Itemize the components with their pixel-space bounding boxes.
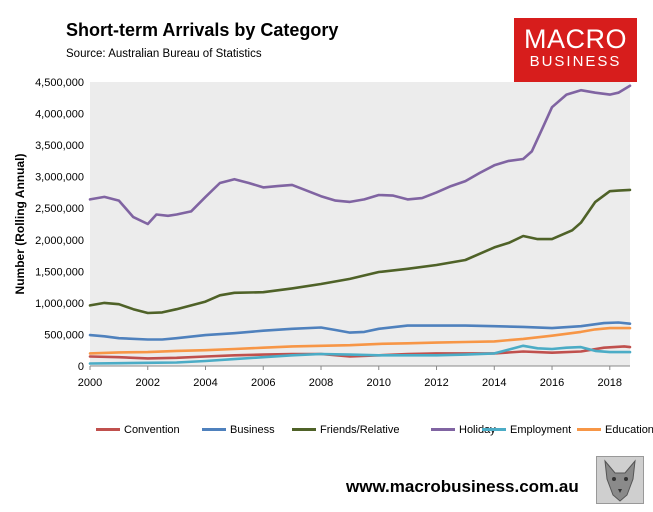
x-tick-label: 2014 [482, 377, 506, 389]
x-tick-label: 2018 [598, 377, 622, 389]
x-tick-label: 2004 [193, 377, 217, 389]
x-tick-label: 2002 [136, 377, 160, 389]
x-tick-label: 2008 [309, 377, 333, 389]
x-tick-label: 2000 [78, 377, 102, 389]
series-line-holiday [88, 84, 632, 226]
x-tick-label: 2012 [424, 377, 448, 389]
y-tick-label: 0 [78, 361, 84, 373]
wolf-icon [604, 459, 636, 502]
legend-swatch [431, 427, 455, 431]
series-line-business [88, 321, 632, 341]
website-url: www.macrobusiness.com.au [346, 477, 579, 496]
legend-swatch [482, 427, 506, 431]
y-axis-title: Number (Rolling Annual) [13, 154, 27, 295]
logo-line-business: BUSINESS [529, 53, 622, 70]
x-tick-label: 2016 [540, 377, 564, 389]
legend-item-convention: Convention [96, 424, 180, 436]
chart-title: Short-term Arrivals by Category [66, 20, 339, 40]
legend-item-friends-relative: Friends/Relative [292, 424, 399, 436]
macrobusiness-logo: MACRO BUSINESS [514, 18, 637, 82]
legend-label: Education [605, 424, 653, 436]
x-tick-label: 2006 [251, 377, 275, 389]
y-tick-label: 2,000,000 [35, 235, 84, 247]
series-line-employment [88, 344, 632, 365]
legend-item-employment: Employment [482, 424, 571, 436]
chart-source: Source: Australian Bureau of Statistics [66, 48, 262, 60]
y-tick-label: 3,000,000 [35, 172, 84, 184]
legend-label: Employment [510, 424, 572, 436]
y-tick-label: 4,500,000 [35, 77, 84, 89]
y-tick-label: 1,500,000 [35, 266, 84, 278]
y-tick-label: 2,500,000 [35, 203, 84, 215]
legend-label: Friends/Relative [320, 424, 400, 436]
logo-line-macro: MACRO [524, 24, 627, 54]
legend-swatch [96, 427, 120, 431]
wolf-logo-image [596, 456, 644, 504]
series-line-friends-relative [88, 188, 632, 315]
series-line-education [88, 326, 632, 355]
legend-label: Convention [124, 424, 180, 436]
legend-label: Business [230, 424, 275, 436]
legend-item-holiday: Holiday [431, 424, 496, 436]
plot-area [90, 82, 630, 366]
y-tick-label: 3,500,000 [35, 140, 84, 152]
legend-label: Holiday [459, 424, 496, 436]
y-tick-label: 1,000,000 [35, 298, 84, 310]
legend-swatch [577, 427, 601, 431]
legend-swatch [292, 427, 316, 431]
legend-item-business: Business [202, 424, 275, 436]
legend-swatch [202, 427, 226, 431]
y-tick-label: 4,000,000 [35, 109, 84, 121]
y-tick-label: 500,000 [44, 329, 84, 341]
legend-item-education: Education [577, 424, 653, 436]
chart-legend: Convention Business Friends/Relative Holida… [96, 424, 653, 440]
x-tick-label: 2010 [367, 377, 391, 389]
